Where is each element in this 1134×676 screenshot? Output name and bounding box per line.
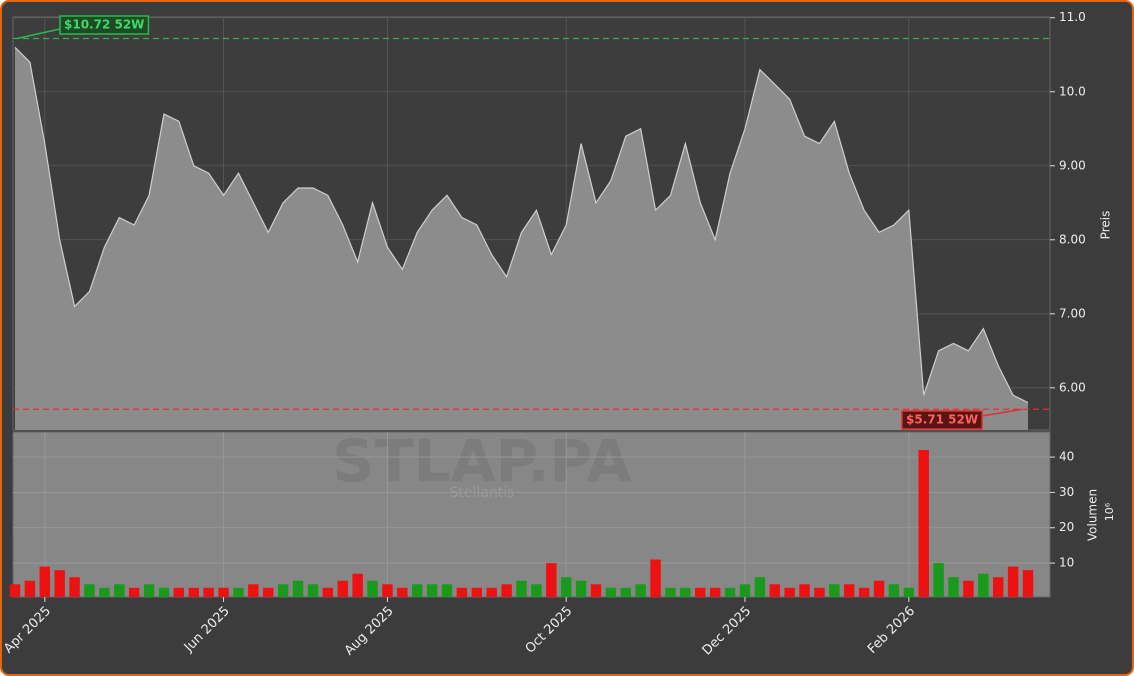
price-line <box>14 46 1029 404</box>
volume-bar <box>769 584 780 597</box>
volume-bar <box>24 580 36 597</box>
volume-bar <box>873 580 885 597</box>
volume-panel <box>12 431 1051 598</box>
volume-bar <box>918 450 929 597</box>
volume-bar <box>352 573 363 597</box>
volume-bar <box>814 587 825 597</box>
y2-axis-label: Volumen <box>1086 489 1100 541</box>
volume-bar <box>590 584 602 597</box>
y-tick-label: 8.00 <box>1059 232 1086 246</box>
y-tick-label: 6.00 <box>1059 380 1086 394</box>
volume-bar <box>471 587 483 597</box>
volume-bar <box>69 577 80 597</box>
volume-bar <box>978 573 989 597</box>
volume-bar <box>337 580 348 597</box>
volume-bar <box>367 580 378 597</box>
volume-bar <box>605 587 617 597</box>
volume-bar <box>575 580 587 597</box>
volume-bar <box>560 577 572 597</box>
y2-tick-label: 40 <box>1059 450 1074 464</box>
y-tick-label: 7.00 <box>1059 306 1086 320</box>
volume-bar <box>54 570 65 597</box>
volume-bar <box>665 587 676 597</box>
title: STLAP.PA <box>332 427 631 495</box>
volume-bar <box>650 559 661 597</box>
volume-bar <box>307 584 319 597</box>
y-tick-label: 10.0 <box>1059 84 1086 98</box>
y2-tick-label: 10 <box>1059 556 1074 570</box>
volume-bar <box>680 587 691 597</box>
price-area <box>15 47 1028 430</box>
volume-bar <box>948 577 959 597</box>
low-label-box <box>901 410 983 430</box>
volume-bar <box>784 587 795 597</box>
volume-bar <box>516 580 527 597</box>
volume-bar <box>9 584 21 597</box>
volume-bar <box>844 584 855 597</box>
volume-bar <box>709 587 721 597</box>
volume-bar <box>158 587 170 597</box>
high-label-box <box>59 15 150 35</box>
high-arrow <box>16 28 61 40</box>
volume-bar <box>635 584 646 597</box>
volume-bar <box>173 587 185 597</box>
volume-bar <box>531 584 542 597</box>
volume-bar <box>382 584 393 597</box>
volume-bar <box>933 563 944 597</box>
volume-bar <box>203 587 214 597</box>
y2-tick-label: 20 <box>1059 520 1074 534</box>
volume-bar <box>858 587 870 597</box>
volume-bar <box>128 587 140 597</box>
volume-bar <box>292 580 304 597</box>
low-arrow <box>981 408 1023 417</box>
volume-bar <box>754 577 766 597</box>
volume-bar <box>233 587 244 597</box>
volume-bar <box>501 584 512 597</box>
volume-bar <box>277 584 289 597</box>
volume-bar <box>1007 566 1019 597</box>
y-tick-label: 11.0 <box>1059 10 1086 24</box>
y2-tick-label: 30 <box>1059 485 1074 499</box>
volume-bar <box>143 584 155 597</box>
volume-bar <box>620 587 631 597</box>
volume-bar <box>188 587 199 597</box>
volume-bar <box>99 587 110 597</box>
y-tick-label: 9.00 <box>1059 158 1086 172</box>
volume-bar <box>1022 570 1034 597</box>
high-label: $10.72 52W <box>64 18 144 32</box>
volume-bar <box>218 587 229 597</box>
volume-bar <box>724 587 736 597</box>
volume-bar <box>322 587 334 597</box>
volume-bar <box>486 587 497 597</box>
volume-bar <box>248 584 259 597</box>
volume-bar <box>546 563 557 597</box>
y-axis-label: Preis <box>1099 211 1113 240</box>
volume-bar <box>992 577 1004 597</box>
volume-bar <box>39 566 51 597</box>
volume-bar <box>441 584 453 597</box>
volume-bar <box>829 584 840 597</box>
volume-bar <box>412 584 423 597</box>
volume-bar <box>888 584 900 597</box>
volume-bar <box>799 584 810 597</box>
volume-bar <box>426 584 438 597</box>
subtitle: Stellantis <box>450 485 515 501</box>
volume-bar <box>456 587 468 597</box>
low-label: $5.71 52W <box>906 413 978 427</box>
volume-bar <box>963 580 974 597</box>
volume-bar <box>903 587 915 597</box>
volume-bar <box>695 587 706 597</box>
volume-bar <box>397 587 408 597</box>
volume-bar <box>263 587 274 597</box>
volume-bar <box>114 584 125 597</box>
volume-bar <box>739 584 751 597</box>
y2-axis-unit: 10⁶ <box>1103 502 1116 521</box>
volume-bar <box>84 584 95 597</box>
